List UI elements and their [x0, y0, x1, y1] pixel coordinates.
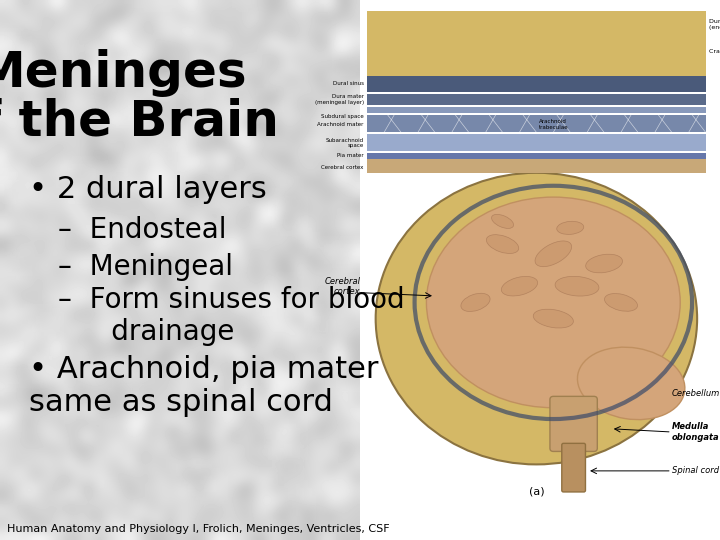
Ellipse shape: [557, 221, 584, 234]
FancyBboxPatch shape: [367, 159, 706, 173]
Ellipse shape: [426, 197, 680, 408]
Ellipse shape: [487, 235, 518, 253]
FancyBboxPatch shape: [367, 76, 706, 92]
Text: –  Meningeal: – Meningeal: [58, 253, 233, 281]
Text: Medulla
oblongata: Medulla oblongata: [672, 422, 719, 442]
Text: Subdural space: Subdural space: [321, 113, 364, 119]
Text: • 2 dural layers: • 2 dural layers: [29, 174, 266, 204]
FancyBboxPatch shape: [367, 106, 706, 113]
Text: Dura mater
(meningeal layer): Dura mater (meningeal layer): [315, 94, 364, 105]
Ellipse shape: [555, 276, 599, 296]
FancyBboxPatch shape: [367, 11, 706, 78]
Text: Cerebral cortex: Cerebral cortex: [321, 165, 364, 170]
Text: Cranium (skull): Cranium (skull): [709, 49, 720, 54]
FancyBboxPatch shape: [562, 443, 585, 492]
Text: Arachnoid
trabeculae: Arachnoid trabeculae: [539, 119, 568, 130]
Text: Arachnoid mater: Arachnoid mater: [318, 122, 364, 127]
Text: Human Anatomy and Physiology I, Frolich, Meninges, Ventricles, CSF: Human Anatomy and Physiology I, Frolich,…: [7, 523, 390, 534]
Ellipse shape: [535, 241, 572, 267]
Text: –  Endosteal: – Endosteal: [58, 215, 226, 244]
Text: –  Form sinuses for blood
      drainage: – Form sinuses for blood drainage: [58, 286, 404, 346]
Text: Dural sinus: Dural sinus: [333, 81, 364, 86]
FancyBboxPatch shape: [367, 152, 706, 159]
Text: Spinal cord: Spinal cord: [672, 467, 719, 475]
FancyBboxPatch shape: [367, 133, 706, 151]
Ellipse shape: [585, 254, 623, 273]
Text: • Arachnoid, pia mater
same as spinal cord: • Arachnoid, pia mater same as spinal co…: [29, 355, 378, 417]
FancyBboxPatch shape: [367, 114, 706, 132]
Text: Pia mater: Pia mater: [337, 153, 364, 158]
Ellipse shape: [501, 276, 538, 296]
Ellipse shape: [492, 214, 513, 228]
Ellipse shape: [577, 347, 685, 420]
Ellipse shape: [534, 309, 573, 328]
Text: (a): (a): [528, 487, 544, 497]
Text: of the Brain: of the Brain: [0, 98, 279, 145]
Ellipse shape: [605, 294, 637, 311]
FancyBboxPatch shape: [550, 396, 598, 451]
Ellipse shape: [461, 293, 490, 312]
Text: Meninges: Meninges: [0, 49, 248, 97]
Text: Cerebral
cortex: Cerebral cortex: [325, 276, 361, 296]
Text: Dura mater
(endosteal layer): Dura mater (endosteal layer): [709, 19, 720, 30]
Text: Subarachnoid
space: Subarachnoid space: [325, 138, 364, 148]
Ellipse shape: [376, 173, 697, 464]
Text: Cerebellum: Cerebellum: [672, 389, 720, 397]
FancyBboxPatch shape: [367, 94, 706, 105]
